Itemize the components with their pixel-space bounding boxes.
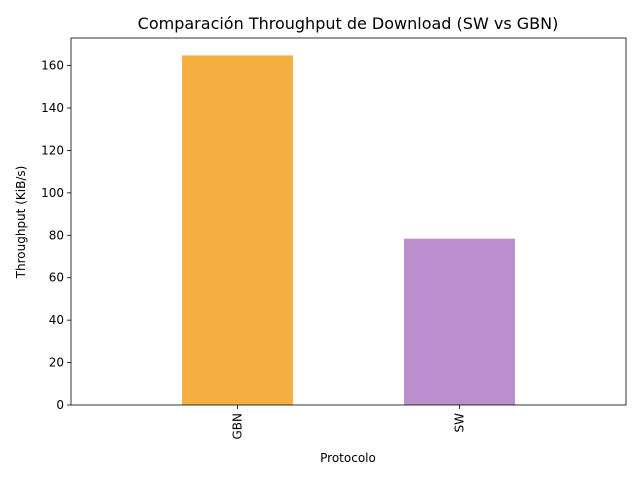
- bar-gbn: [182, 55, 293, 405]
- y-tick-label: 160: [41, 59, 64, 73]
- y-tick-label: 40: [49, 313, 64, 327]
- y-axis-label: Throughput (KiB/s): [14, 166, 28, 280]
- y-tick-label: 120: [41, 143, 64, 157]
- y-tick-label: 140: [41, 101, 64, 115]
- y-axis: 0 20 40 60 80 100 120 140 160: [41, 59, 71, 412]
- y-tick-label: 0: [56, 398, 64, 412]
- y-tick-label: 60: [49, 271, 64, 285]
- x-tick-label: GBN: [231, 413, 245, 440]
- y-tick-label: 100: [41, 186, 64, 200]
- x-axis-label: Protocolo: [320, 451, 376, 465]
- plot-frame: [70, 37, 627, 406]
- y-tick-label: 80: [49, 228, 64, 242]
- x-axis: GBN SW: [231, 405, 467, 440]
- y-tick-label: 20: [49, 356, 64, 370]
- x-tick-label: SW: [453, 413, 467, 433]
- bar-sw: [404, 238, 515, 405]
- bars-layer: [182, 55, 515, 405]
- chart-title: Comparación Throughput de Download (SW v…: [138, 14, 559, 33]
